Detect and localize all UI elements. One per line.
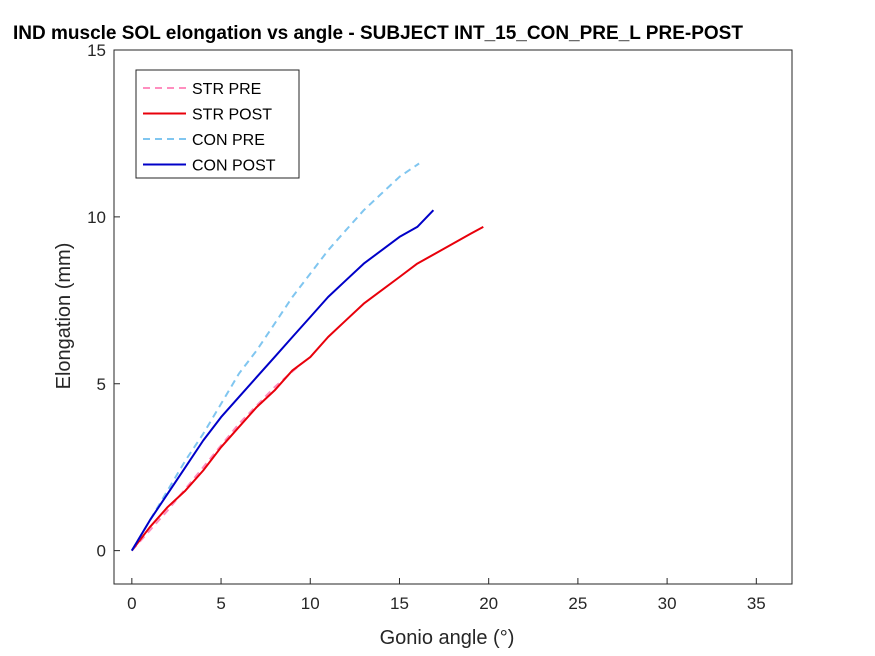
legend-label-str-pre: STR PRE [192,81,261,98]
axis-ticks: 0 5 10 15 20 25 30 35 0 5 10 15 [87,41,766,613]
x-axis-label: Gonio angle (°) [380,627,515,649]
y-tick-label: 10 [87,208,106,227]
series-line-con-pre [130,162,420,552]
x-tick-label: 25 [568,594,587,613]
legend-label-con-pre: CON PRE [192,132,265,149]
x-tick-label: 5 [216,594,225,613]
legend-label-str-post: STR POST [192,107,272,124]
y-axis-label: Elongation (mm) [53,243,75,390]
x-tick-label: 35 [747,594,766,613]
x-tick-label: 15 [390,594,409,613]
series-line-str-pre [131,362,302,552]
series-line-con-post [130,209,435,552]
y-tick-label: 0 [97,542,106,561]
legend-box [135,69,300,179]
chart-title: IND muscle SOL elongation vs angle - SUB… [13,23,743,44]
data-series [130,162,484,552]
x-tick-label: 20 [479,594,498,613]
y-tick-label: 5 [97,375,106,394]
legend: STR PRE STR POST CON PRE CON POST [135,69,300,179]
x-tick-label: 10 [301,594,320,613]
y-tick-label: 15 [87,41,106,60]
x-tick-label: 0 [127,594,136,613]
legend-label-con-post: CON POST [192,158,276,175]
series-line-str-post [131,226,484,552]
x-tick-label: 30 [658,594,677,613]
